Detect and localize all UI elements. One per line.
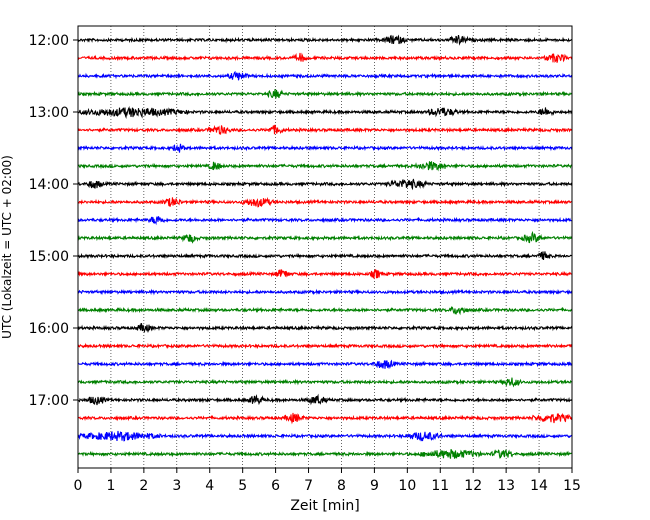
x-tick-label: 11	[431, 478, 449, 494]
trace-1330	[77, 143, 573, 153]
x-tick-label: 1	[106, 478, 115, 494]
y-tick-label: 15:00	[29, 249, 69, 265]
trace-1630	[77, 359, 573, 370]
trace-1715	[77, 412, 573, 425]
x-tick-label: 13	[497, 478, 515, 494]
y-tick-label: 12:00	[29, 33, 69, 49]
x-tick-label: 8	[337, 478, 346, 494]
trace-lines	[77, 34, 573, 460]
trace-1745	[77, 448, 573, 460]
x-tick-label: 3	[172, 478, 181, 494]
trace-1730	[77, 430, 573, 442]
x-axis-label: Zeit [min]	[290, 498, 359, 514]
trace-1645	[77, 377, 573, 388]
trace-1600	[77, 323, 573, 334]
trace-1615	[77, 342, 573, 350]
trace-1245	[77, 89, 573, 99]
y-tick-label: 14:00	[29, 177, 69, 193]
trace-1415	[77, 196, 573, 208]
y-tick-label: 17:00	[29, 393, 69, 409]
x-tick-label: 7	[304, 478, 313, 494]
x-tick-label: 0	[74, 478, 83, 494]
trace-1530	[77, 288, 573, 296]
trace-1200	[77, 34, 573, 46]
trace-1700	[77, 393, 573, 406]
y-axis-ticks: 12:00 13:00 14:00 15:00 16:00 17:00	[29, 33, 78, 409]
trace-1400	[77, 178, 573, 191]
y-axis-label: UTC (Lokalzeit = UTC + 02:00)	[0, 155, 14, 339]
trace-1500	[77, 251, 573, 260]
y-tick-label: 13:00	[29, 105, 69, 121]
trace-1300	[77, 105, 573, 119]
plot-frame	[77, 25, 573, 469]
trace-1545	[77, 305, 573, 316]
trace-1230	[77, 70, 573, 81]
x-tick-label: 15	[563, 478, 581, 494]
trace-1445	[77, 230, 573, 244]
x-tick-label: 2	[139, 478, 148, 494]
trace-1345	[77, 161, 573, 172]
x-tick-label: 5	[238, 478, 247, 494]
trace-1315	[77, 124, 573, 135]
x-tick-label: 9	[370, 478, 379, 494]
x-tick-label: 14	[530, 478, 548, 494]
x-tick-label: 10	[398, 478, 416, 494]
x-tick-label: 6	[271, 478, 280, 494]
x-tick-label: 4	[205, 478, 214, 494]
trace-1215	[77, 52, 573, 63]
trace-1430	[77, 216, 573, 226]
y-tick-label: 16:00	[29, 321, 69, 337]
x-tick-label: 12	[464, 478, 482, 494]
trace-1515	[77, 269, 573, 280]
x-axis-ticks: 0 1 2 3 4 5 6 7 8 9 10 11 12 13 14 15	[74, 468, 581, 494]
